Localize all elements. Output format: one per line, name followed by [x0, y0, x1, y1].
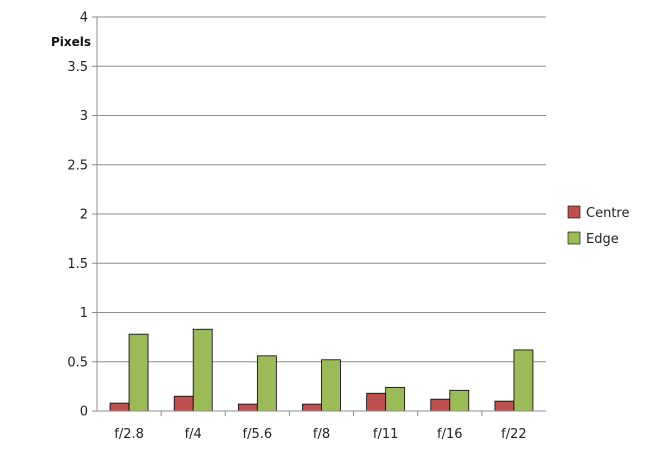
x-tick-label: f/16: [437, 427, 463, 442]
legend-swatch-centre: [567, 205, 581, 219]
legend-label-edge: Edge: [586, 232, 619, 247]
y-tick-label: 0: [80, 405, 88, 420]
y-tick-label: 2: [80, 208, 88, 223]
bar-centre-f5-6: [237, 403, 258, 412]
y-tick-label: 0.5: [67, 355, 88, 370]
bar-centre-f8: [302, 403, 322, 412]
bar-edge-f2-8: [128, 333, 149, 412]
bar-centre-f22: [494, 400, 515, 412]
x-tick-label: f/11: [373, 427, 399, 442]
x-axis-ticks: f/2.8 f/4 f/5.6 f/8 f/11 f/16 f/22: [114, 411, 527, 442]
y-tick-label: 3.5: [67, 60, 88, 75]
bar-edge-f11: [385, 386, 406, 412]
y-tick-label: 3: [80, 109, 88, 124]
y-axis-ticks: 0 0.5 1 1.5 2 2.5 3 3.5 4: [67, 11, 88, 420]
x-tick-label: f/5.6: [243, 427, 273, 442]
bar-edge-f4: [192, 328, 213, 412]
bar-centre-f4: [173, 395, 194, 412]
y-tick-label: 1.5: [67, 257, 88, 272]
bar-centre-f2-8: [109, 402, 130, 412]
legend: Centre Edge: [567, 205, 629, 247]
y-axis-label: Pixels: [51, 35, 91, 49]
x-tick-label: f/22: [501, 427, 527, 442]
x-tick-label: f/4: [185, 427, 202, 442]
y-tick-label: 4: [80, 11, 88, 26]
bar-edge-f16: [449, 389, 470, 412]
legend-label-centre: Centre: [586, 206, 629, 221]
x-tick-label: f/2.8: [114, 427, 144, 442]
bars: [109, 328, 534, 412]
bar-edge-f8: [321, 359, 341, 412]
bar-centre-f16: [430, 398, 451, 412]
bar-centre-f11: [366, 392, 387, 412]
legend-swatch-edge: [567, 231, 581, 245]
x-tick-label: f/8: [313, 427, 330, 442]
gridlines: [92, 16, 546, 412]
bar-edge-f22: [513, 349, 534, 412]
y-tick-label: 1: [80, 306, 88, 321]
bar-edge-f5-6: [256, 355, 277, 412]
y-tick-label: 2.5: [67, 158, 88, 173]
